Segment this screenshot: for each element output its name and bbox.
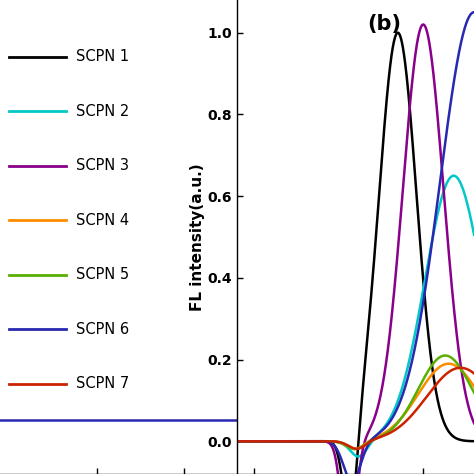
Text: SCPN 7: SCPN 7 bbox=[76, 376, 129, 392]
Text: SCPN 2: SCPN 2 bbox=[76, 104, 129, 119]
Y-axis label: FL intensity(a.u.): FL intensity(a.u.) bbox=[190, 163, 205, 311]
Text: (b): (b) bbox=[367, 14, 401, 34]
Text: SCPN 3: SCPN 3 bbox=[76, 158, 129, 173]
Text: SCPN 6: SCPN 6 bbox=[76, 322, 129, 337]
Text: SCPN 1: SCPN 1 bbox=[76, 49, 129, 64]
Text: SCPN 4: SCPN 4 bbox=[76, 213, 129, 228]
Text: SCPN 5: SCPN 5 bbox=[76, 267, 129, 283]
